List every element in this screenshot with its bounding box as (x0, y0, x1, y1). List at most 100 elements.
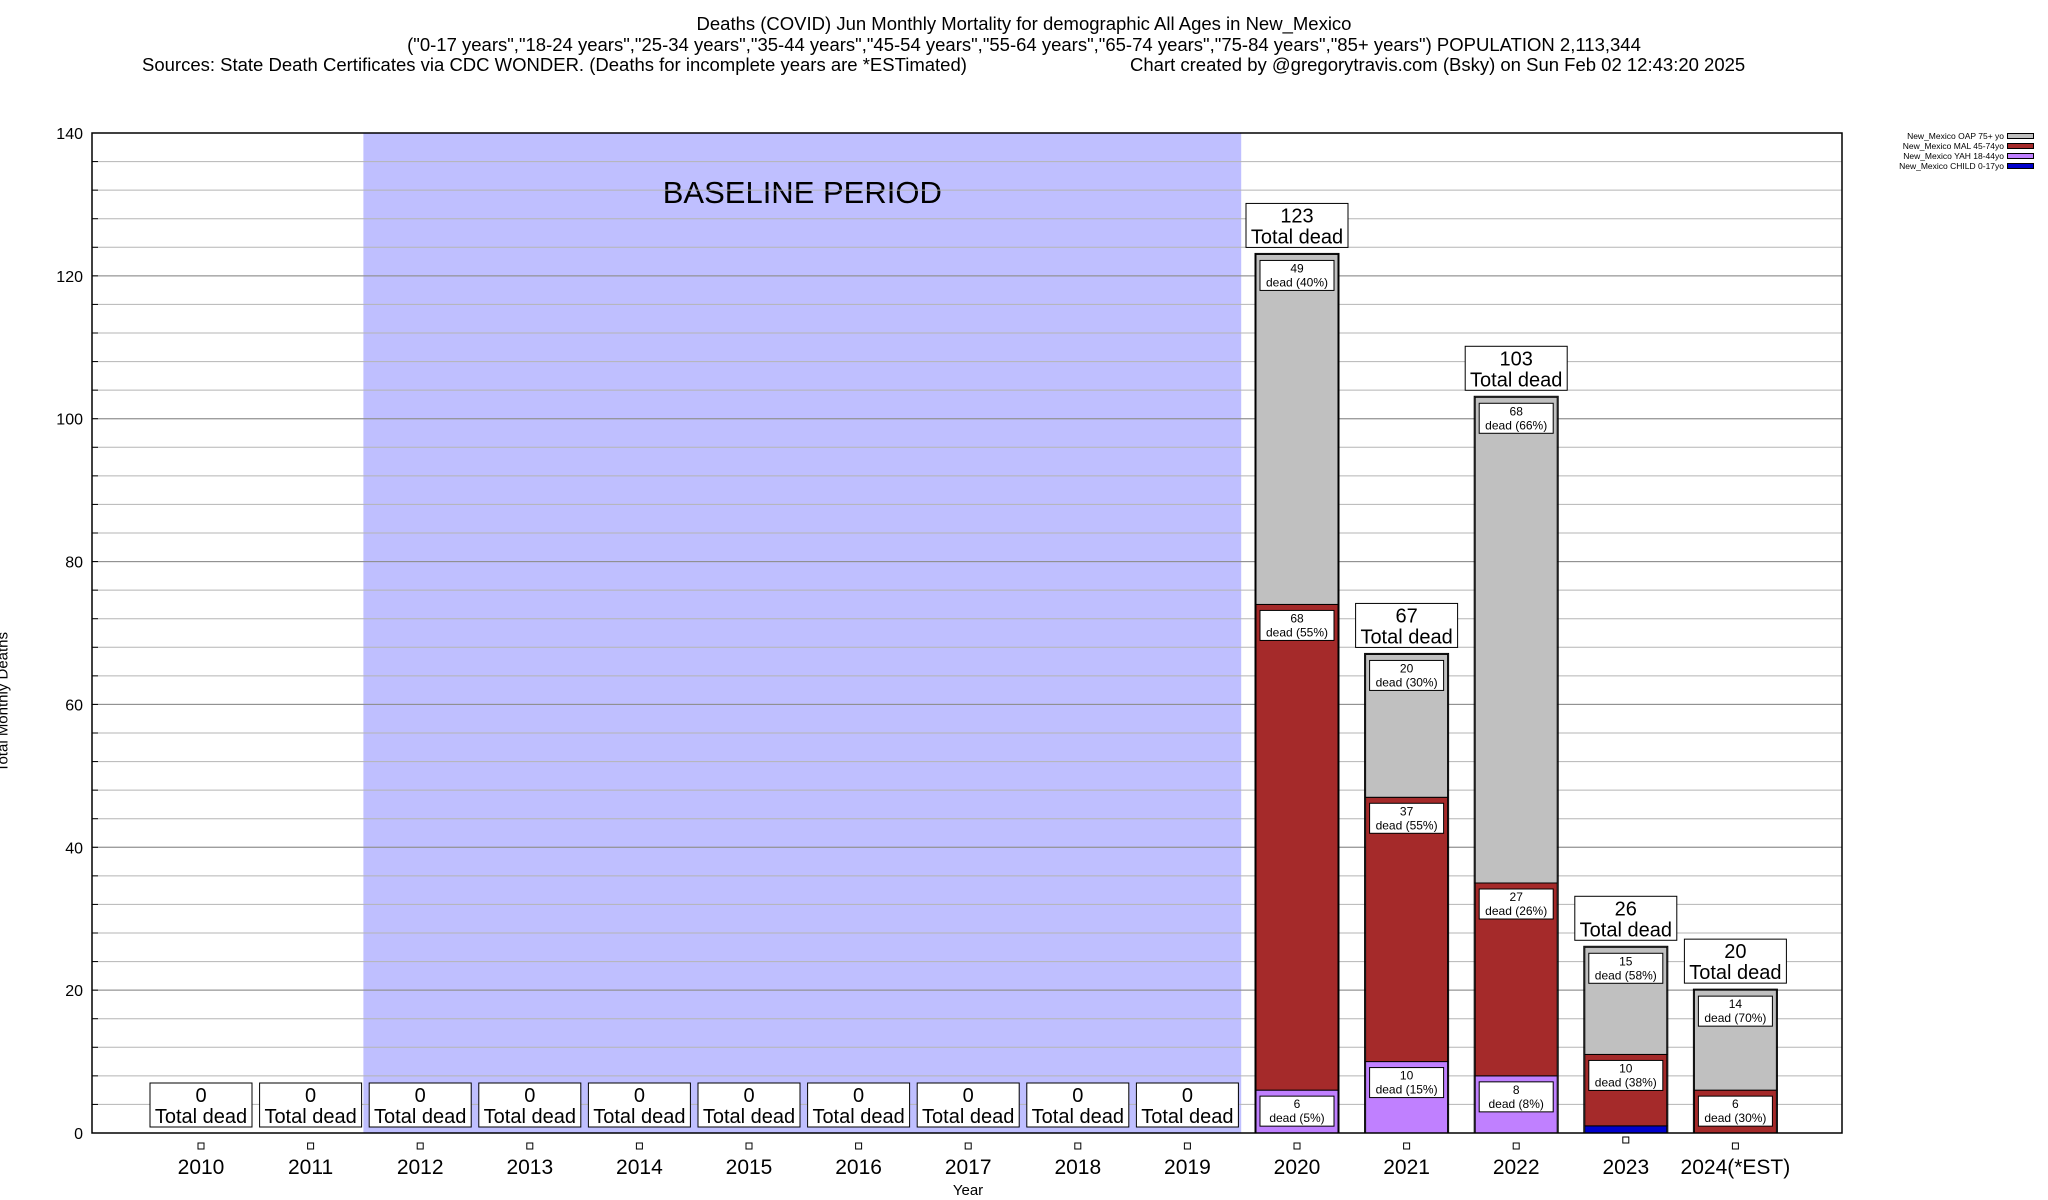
segment-label-box (1259, 1095, 1335, 1127)
x-marker (1731, 1142, 1739, 1150)
x-tick-label: 2013 (506, 1156, 553, 1179)
legend-label: New_Mexico OAP 75+ yo (1907, 131, 2004, 141)
baseline-period-label: BASELINE PERIOD (663, 175, 942, 210)
segment-label-text: dead (55%) (1266, 625, 1328, 639)
y-tick-label: 80 (65, 555, 83, 572)
segment-label-text: dead (66%) (1485, 418, 1547, 432)
total-dead-box (1355, 602, 1459, 648)
y-tick-label: 120 (56, 269, 83, 286)
total-dead-box (478, 1082, 582, 1128)
segment-label-box (1259, 259, 1335, 291)
total-dead-box (1464, 345, 1568, 391)
chart-legend: New_Mexico OAP 75+ yo New_Mexico MAL 45-7… (1860, 131, 2040, 171)
legend-item: New_Mexico YAH 18-44yo (1860, 151, 2040, 161)
segment-label-value: 10 (1619, 1061, 1633, 1075)
x-tick-label: 2010 (178, 1156, 225, 1179)
y-tick-label: 140 (56, 126, 83, 143)
baseline-period-region (363, 133, 1242, 1133)
y-tick-label: 60 (65, 697, 83, 714)
total-dead-label: Total dead (264, 1106, 356, 1128)
total-dead-value: 0 (524, 1085, 535, 1107)
segment-label-value: 8 (1513, 1083, 1520, 1097)
x-tick-label: 2018 (1054, 1156, 1101, 1179)
total-dead-value: 0 (305, 1085, 316, 1107)
total-dead-box (587, 1082, 691, 1128)
total-dead-label: Total dead (1032, 1106, 1124, 1128)
total-dead-value: 123 (1280, 205, 1313, 227)
y-tick-label: 100 (56, 412, 83, 429)
x-tick-label: 2017 (945, 1156, 992, 1179)
legend-label: New_Mexico CHILD 0-17yo (1899, 161, 2004, 171)
segment-label-value: 68 (1290, 611, 1304, 625)
total-dead-label: Total dead (1251, 226, 1343, 248)
total-dead-value: 0 (1182, 1085, 1193, 1107)
total-dead-label: Total dead (374, 1106, 466, 1128)
x-marker (416, 1142, 424, 1150)
segment-label-text: dead (58%) (1595, 968, 1657, 982)
x-marker (745, 1142, 753, 1150)
legend-swatch (2007, 133, 2034, 139)
x-tick-label: 2019 (1164, 1156, 1211, 1179)
total-dead-label: Total dead (703, 1106, 795, 1128)
segment-label-box (1369, 1067, 1445, 1099)
x-tick-label: 2024(*EST) (1681, 1156, 1791, 1179)
segment-label-value: 6 (1732, 1097, 1739, 1111)
segment-label-text: dead (38%) (1595, 1075, 1657, 1089)
bar-segment (1255, 603, 1339, 1091)
legend-item: New_Mexico OAP 75+ yo (1860, 131, 2040, 141)
x-marker (964, 1142, 972, 1150)
x-tick-label: 2023 (1602, 1156, 1649, 1179)
y-tick-label: 0 (74, 1126, 83, 1143)
total-dead-label: Total dead (593, 1106, 685, 1128)
total-dead-value: 103 (1500, 348, 1533, 370)
segment-label-text: dead (55%) (1376, 818, 1438, 832)
segment-label-box (1697, 995, 1773, 1027)
segment-label-value: 10 (1400, 1069, 1414, 1083)
y-tick-label: 40 (65, 840, 83, 857)
segment-label-box (1478, 402, 1554, 434)
chart-title: Deaths (COVID) Jun Monthly Mortality for… (696, 13, 1352, 34)
total-dead-box (1574, 895, 1678, 941)
x-marker (635, 1142, 643, 1150)
segment-label-box (1259, 609, 1335, 641)
x-marker (1403, 1142, 1411, 1150)
segment-label-value: 15 (1619, 954, 1633, 968)
segment-label-box (1588, 1059, 1664, 1091)
segment-label-value: 37 (1400, 804, 1414, 818)
total-dead-box (1683, 938, 1787, 984)
legend-swatch (2007, 153, 2034, 159)
bar-segment (1584, 1125, 1668, 1134)
segment-label-value: 27 (1510, 890, 1524, 904)
x-tick-label: 2012 (397, 1156, 444, 1179)
chart-subtitle: ("0-17 years","18-24 years","25-34 years… (407, 34, 1641, 55)
total-dead-value: 0 (1072, 1085, 1083, 1107)
total-dead-value: 0 (415, 1085, 426, 1107)
x-marker (1512, 1142, 1520, 1150)
total-dead-box (368, 1082, 472, 1128)
bar-segment (1255, 253, 1339, 605)
total-dead-box (149, 1082, 253, 1128)
segment-label-value: 20 (1400, 661, 1414, 675)
segment-label-text: dead (8%) (1489, 1097, 1544, 1111)
x-marker (307, 1142, 315, 1150)
x-marker (197, 1142, 205, 1150)
x-marker (1293, 1142, 1301, 1150)
legend-item: New_Mexico CHILD 0-17yo (1860, 161, 2040, 171)
segment-label-text: dead (70%) (1704, 1011, 1766, 1025)
total-dead-box (1026, 1082, 1130, 1128)
plot-frame (91, 132, 1843, 1134)
x-tick-label: 2016 (835, 1156, 882, 1179)
x-tick-label: 2015 (726, 1156, 773, 1179)
total-dead-label: Total dead (1360, 626, 1452, 648)
total-dead-label: Total dead (922, 1106, 1014, 1128)
segment-label-text: dead (5%) (1269, 1111, 1324, 1125)
segment-label-box (1478, 888, 1554, 920)
segment-label-box (1478, 1081, 1554, 1113)
segment-label-text: dead (40%) (1266, 275, 1328, 289)
x-marker (1183, 1142, 1191, 1150)
segment-label-box (1697, 1095, 1773, 1127)
x-tick-label: 2014 (616, 1156, 663, 1179)
total-dead-label: Total dead (1689, 962, 1781, 984)
chart-credit: Chart created by @gregorytravis.com (Bsk… (1130, 54, 1746, 75)
